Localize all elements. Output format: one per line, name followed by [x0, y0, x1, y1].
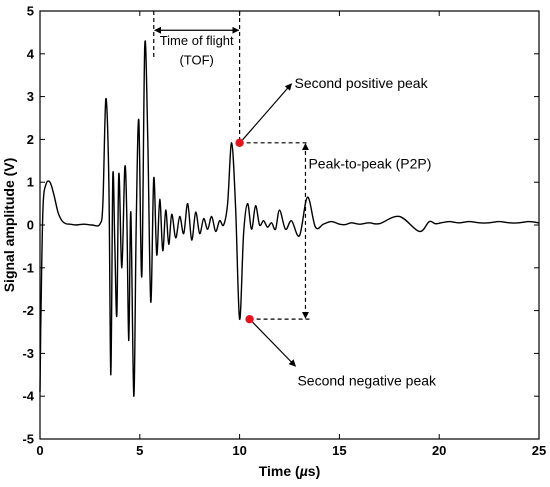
x-tick-label: 25: [532, 443, 546, 458]
positive-peak-label: Second positive peak: [294, 75, 428, 91]
x-tick-label: 5: [136, 443, 143, 458]
x-tick-label: 15: [332, 443, 346, 458]
y-tick-label: -3: [22, 346, 34, 361]
x-tick-label: 0: [36, 443, 43, 458]
y-tick-label: -1: [22, 260, 34, 275]
x-tick-label: 20: [432, 443, 446, 458]
positive-peak-marker: [235, 138, 244, 148]
signal-line: [39, 40, 540, 397]
y-tick-label: 1: [27, 175, 34, 190]
x-tick-label: 10: [232, 443, 246, 458]
annotation-layer: Time of flight (TOF) Peak-to-peak (P2P) Sec…: [153, 11, 437, 389]
y-tick-label: 5: [27, 4, 34, 19]
y-tick-label: 0: [27, 218, 34, 233]
signal-layer: [39, 40, 540, 397]
x-axis-label: Time (µs): [259, 463, 321, 479]
tof-label-line2: (TOF): [179, 53, 213, 68]
y-tick-label: 3: [27, 89, 34, 104]
plot-frame: [39, 10, 540, 440]
tof-label-line1: Time of flight: [160, 33, 234, 48]
negative-peak-label: Second negative peak: [297, 373, 437, 389]
y-tick-label: 4: [27, 46, 35, 61]
p2p-label: Peak-to-peak (P2P): [308, 156, 431, 172]
y-axis-label: Signal amplitude (V): [1, 158, 17, 293]
y-tick-label: -5: [22, 432, 34, 447]
y-tick-label: -2: [22, 303, 34, 318]
y-tick-label: 2: [27, 132, 34, 147]
y-tick-label: -4: [22, 389, 34, 404]
negative-peak-marker: [245, 314, 254, 324]
positive-peak-arrow: [242, 83, 292, 141]
negative-peak-arrow: [252, 321, 296, 367]
